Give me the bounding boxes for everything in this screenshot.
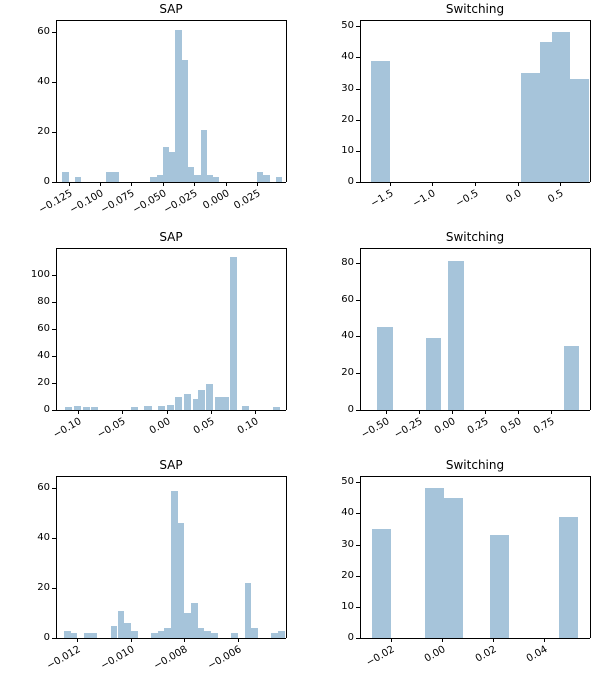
ytick-label: 20	[37, 377, 50, 388]
panel-r1c2: Switching01020304050−1.5−1.0−0.50.00.5	[320, 0, 600, 220]
histogram-bar	[83, 407, 90, 410]
ytick-label: 40	[37, 76, 50, 87]
histogram-bar	[211, 633, 218, 638]
histogram-bar	[131, 631, 138, 638]
ytick-label: 60	[37, 26, 50, 37]
histogram-bar	[276, 177, 282, 182]
ytick-label: 60	[37, 482, 50, 493]
histogram-bar	[175, 397, 182, 411]
ytick-label: 80	[37, 296, 50, 307]
histogram-bar	[231, 633, 238, 638]
histogram-bar	[251, 628, 258, 638]
histogram-bar	[198, 628, 205, 638]
histogram-bar	[559, 517, 578, 639]
histogram-bar	[178, 523, 185, 638]
histogram-bar	[564, 346, 580, 410]
ytick-label: 30	[341, 83, 354, 94]
histogram-bar	[215, 397, 222, 411]
histogram-bar	[213, 177, 219, 182]
histogram-bar	[71, 633, 78, 638]
ytick-label: 40	[37, 350, 50, 361]
histogram-bar	[245, 583, 252, 638]
histogram-bar	[377, 327, 393, 410]
ytick-label: 20	[341, 114, 354, 125]
histogram-bar	[171, 491, 178, 638]
histogram-bar	[151, 633, 158, 638]
histogram-bar	[570, 79, 589, 182]
histogram-bar	[75, 177, 81, 182]
panel-r1c1: SAP0204060−0.125−0.100−0.075−0.050−0.025…	[16, 0, 296, 220]
ytick-label: 20	[37, 126, 50, 137]
histogram-bar	[278, 631, 285, 638]
histogram-bar	[111, 626, 118, 638]
ytick-label: 40	[37, 532, 50, 543]
panel-r2c1: SAP020406080100−0.10−0.050.000.050.10	[16, 228, 296, 448]
histogram-bar	[113, 172, 119, 182]
histogram-bar	[64, 631, 71, 638]
panel-r2c2: Switching020406080−0.50−0.250.000.250.50…	[320, 228, 600, 448]
histogram-bar	[448, 261, 464, 410]
histogram-bar	[372, 529, 391, 638]
panel-r3c1: SAP0204060−0.012−0.010−0.008−0.006	[16, 456, 296, 676]
ytick-label: 0	[348, 632, 354, 643]
ytick-label: 0	[348, 176, 354, 187]
ytick-label: 40	[341, 330, 354, 341]
ytick-label: 20	[341, 570, 354, 581]
ytick-label: 20	[37, 582, 50, 593]
histogram-bar	[206, 384, 213, 410]
histogram-bar	[184, 394, 191, 410]
histogram-bar	[184, 613, 191, 638]
ytick-label: 20	[341, 367, 354, 378]
panel-r3c2: Switching01020304050−0.020.000.020.04	[320, 456, 600, 676]
histogram-bar	[444, 498, 463, 638]
histogram-bar	[222, 397, 229, 411]
histogram-bar	[371, 61, 390, 183]
histogram-bar	[144, 406, 151, 410]
ytick-label: 40	[341, 51, 354, 62]
histogram-bar	[273, 407, 280, 410]
ytick-label: 10	[341, 145, 354, 156]
ytick-label: 0	[44, 632, 50, 643]
ytick-label: 50	[341, 20, 354, 31]
histogram-bar	[91, 407, 98, 410]
ytick-label: 10	[341, 601, 354, 612]
histogram-bar	[164, 628, 171, 638]
ytick-label: 0	[44, 176, 50, 187]
histogram-bar	[263, 175, 269, 182]
histogram-bar	[124, 623, 131, 638]
histogram-bar	[118, 611, 125, 638]
histogram-bar	[242, 406, 249, 410]
histogram-bar	[167, 405, 174, 410]
histogram-bar	[426, 338, 442, 410]
histogram-bar	[158, 406, 165, 410]
histogram-bar	[425, 488, 444, 638]
histogram-bar	[158, 631, 165, 638]
histogram-bar	[91, 633, 98, 638]
ytick-label: 0	[44, 404, 50, 415]
ytick-label: 60	[37, 323, 50, 334]
ytick-label: 30	[341, 539, 354, 550]
ytick-label: 40	[341, 507, 354, 518]
ytick-label: 80	[341, 257, 354, 268]
histogram-bar	[230, 257, 237, 410]
ytick-label: 50	[341, 476, 354, 487]
histogram-bar	[62, 172, 68, 182]
histogram-bar	[204, 631, 211, 638]
ytick-label: 100	[31, 269, 50, 280]
histogram-bar	[84, 633, 91, 638]
histogram-bar	[191, 603, 198, 638]
histogram-bar	[521, 73, 540, 182]
histogram-bar	[552, 32, 571, 182]
histogram-bar	[271, 633, 278, 638]
histogram-bar	[198, 390, 205, 410]
histogram-bar	[65, 407, 72, 410]
ytick-label: 0	[348, 404, 354, 415]
histogram-bar	[131, 407, 138, 410]
histogram-bar	[490, 535, 509, 638]
histogram-bar	[182, 60, 188, 182]
ytick-label: 60	[341, 294, 354, 305]
